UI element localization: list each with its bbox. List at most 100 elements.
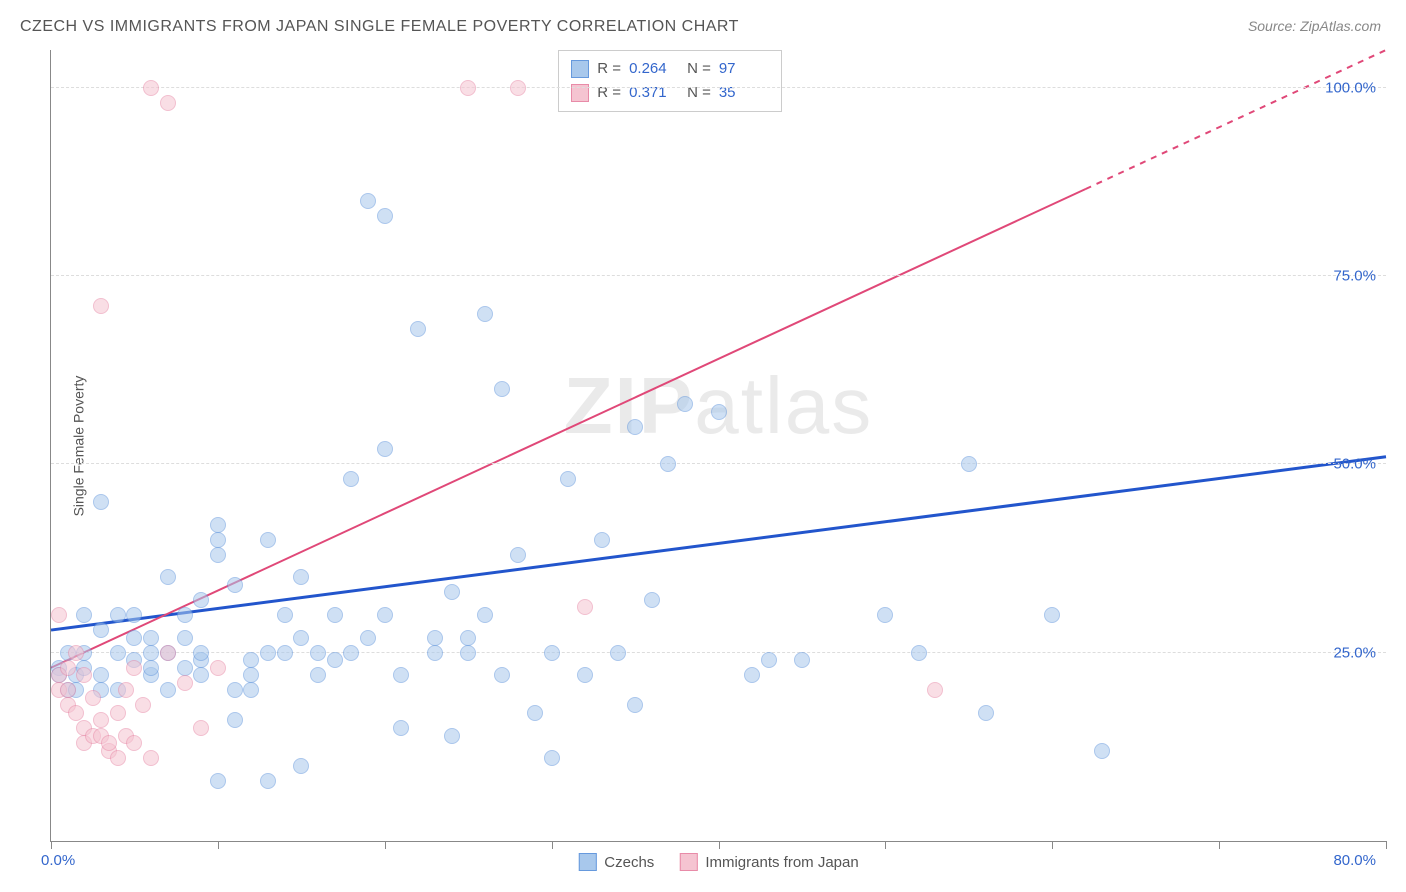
scatter-dot [243,652,259,668]
scatter-dot [126,607,142,623]
scatter-dot [126,735,142,751]
scatter-dot [627,697,643,713]
scatter-dot [193,645,209,661]
scatter-dot [93,622,109,638]
scatter-dot [610,645,626,661]
scatter-dot [277,645,293,661]
scatter-dot [927,682,943,698]
scatter-dot [460,630,476,646]
scatter-dot [444,584,460,600]
y-tick-label: 75.0% [1333,268,1376,285]
x-tick [552,841,553,849]
scatter-dot [794,652,810,668]
scatter-dot [93,298,109,314]
scatter-dot [377,607,393,623]
plot-area: ZIPatlas R = 0.264 N = 97 R = 0.371 N = … [50,50,1386,842]
trend-lines [51,50,1386,841]
x-tick [1386,841,1387,849]
scatter-dot [193,667,209,683]
scatter-dot [1044,607,1060,623]
scatter-dot [76,607,92,623]
scatter-dot [360,630,376,646]
scatter-dot [527,705,543,721]
scatter-dot [711,404,727,420]
scatter-dot [761,652,777,668]
scatter-dot [60,660,76,676]
x-tick [885,841,886,849]
legend: Czechs Immigrants from Japan [578,853,858,871]
scatter-dot [177,675,193,691]
scatter-dot [494,381,510,397]
scatter-dot [427,630,443,646]
scatter-dot [494,667,510,683]
scatter-dot [877,607,893,623]
stats-n-label-1: N = [687,81,711,105]
scatter-dot [544,750,560,766]
scatter-dot [310,645,326,661]
scatter-dot [343,645,359,661]
chart-title: CZECH VS IMMIGRANTS FROM JAPAN SINGLE FE… [20,18,739,36]
scatter-dot [677,396,693,412]
scatter-dot [1094,743,1110,759]
scatter-dot [210,773,226,789]
stats-n-label-0: N = [687,57,711,81]
scatter-dot [101,735,117,751]
scatter-dot [143,660,159,676]
legend-label-0: Czechs [604,854,654,871]
legend-item-0: Czechs [578,853,654,871]
scatter-dot [93,667,109,683]
scatter-dot [210,532,226,548]
stats-n-val-0: 97 [719,57,769,81]
scatter-dot [360,193,376,209]
scatter-dot [293,630,309,646]
scatter-dot [227,712,243,728]
scatter-dot [160,95,176,111]
scatter-dot [51,607,67,623]
scatter-dot [377,441,393,457]
scatter-dot [343,471,359,487]
scatter-dot [260,645,276,661]
scatter-dot [76,667,92,683]
scatter-dot [177,660,193,676]
scatter-dot [594,532,610,548]
x-tick-label-max: 80.0% [1333,852,1376,869]
stats-box: R = 0.264 N = 97 R = 0.371 N = 35 [558,50,782,112]
x-tick [1052,841,1053,849]
scatter-dot [110,607,126,623]
scatter-dot [143,750,159,766]
scatter-dot [510,80,526,96]
scatter-dot [243,682,259,698]
scatter-dot [85,690,101,706]
x-tick [719,841,720,849]
scatter-dot [110,750,126,766]
gridline-h [51,87,1386,88]
scatter-dot [560,471,576,487]
legend-swatch-0 [578,853,596,871]
scatter-dot [577,667,593,683]
legend-swatch-1 [679,853,697,871]
scatter-dot [911,645,927,661]
scatter-dot [227,577,243,593]
scatter-dot [510,547,526,563]
scatter-dot [93,494,109,510]
stats-row-0: R = 0.264 N = 97 [571,57,769,81]
scatter-dot [60,682,76,698]
stats-r-val-1: 0.371 [629,81,679,105]
source-label: Source: ZipAtlas.com [1248,18,1381,34]
stats-swatch-0 [571,60,589,78]
scatter-dot [260,532,276,548]
scatter-dot [544,645,560,661]
scatter-dot [177,630,193,646]
scatter-dot [110,705,126,721]
y-tick-label: 50.0% [1333,456,1376,473]
x-tick [385,841,386,849]
x-tick [1219,841,1220,849]
scatter-dot [210,547,226,563]
x-tick-label-min: 0.0% [41,852,75,869]
scatter-dot [160,645,176,661]
scatter-dot [327,607,343,623]
scatter-dot [135,697,151,713]
scatter-dot [393,720,409,736]
scatter-dot [410,321,426,337]
scatter-dot [477,306,493,322]
